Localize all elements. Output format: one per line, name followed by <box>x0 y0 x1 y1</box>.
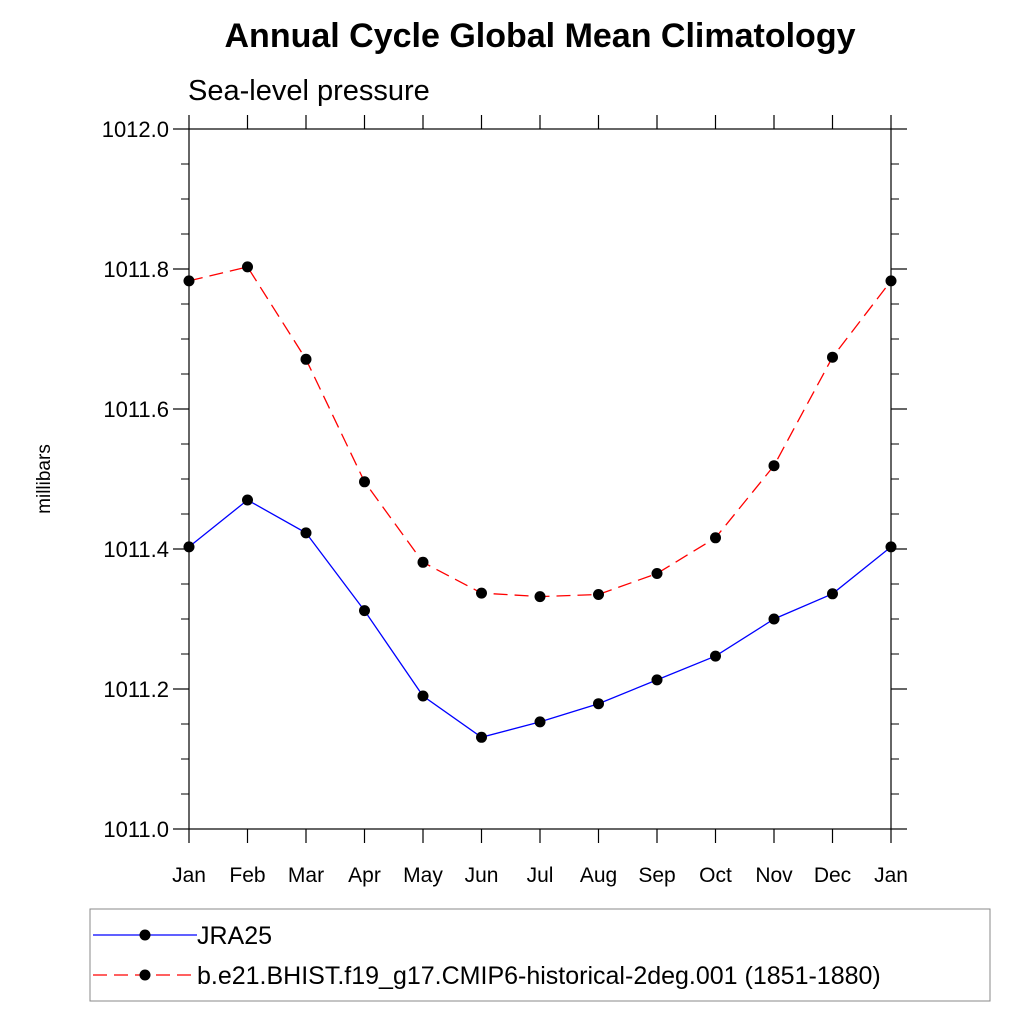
legend-label-1: JRA25 <box>197 922 272 950</box>
x-tick-label: Dec <box>814 864 851 887</box>
series-line-1 <box>188 499 892 739</box>
data-point <box>885 275 897 287</box>
data-point <box>300 353 312 365</box>
chart-title: Annual Cycle Global Mean Climatology <box>225 17 856 55</box>
data-point <box>710 532 721 544</box>
x-tick-label: Oct <box>699 864 732 887</box>
data-point <box>359 605 370 617</box>
x-tick-label: Feb <box>229 864 265 887</box>
data-point <box>651 674 663 686</box>
data-point <box>242 261 253 273</box>
data-point <box>242 494 253 506</box>
y-tick-label: 1011.0 <box>103 817 169 842</box>
legend-marker <box>139 969 151 981</box>
data-point <box>183 541 195 553</box>
legend: JRA25 b.e21.BHIST.f19_g17.CMIP6-historica… <box>89 908 991 1002</box>
data-point <box>417 690 429 702</box>
y-tick-label: 1011.6 <box>103 397 169 422</box>
x-tick-label: May <box>403 864 443 887</box>
x-tick-label: Jun <box>465 864 499 887</box>
y-tick-labels: 1011.0 1011.2 1011.4 1011.6 1011.8 1012.0 <box>102 117 169 842</box>
data-point <box>593 589 604 600</box>
series-line-2 <box>188 266 892 598</box>
legend-marker <box>139 929 151 941</box>
data-point <box>534 716 546 728</box>
x-tick-label: Jul <box>527 864 554 887</box>
axis-ticks <box>173 115 907 843</box>
x-tick-label: Sep <box>638 864 675 887</box>
legend-box <box>89 908 991 1002</box>
data-point <box>593 698 604 710</box>
x-tick-label: Aug <box>580 864 617 887</box>
data-point <box>710 650 721 662</box>
y-tick-label: 1011.2 <box>103 677 169 702</box>
data-point <box>417 556 429 568</box>
data-point <box>768 613 780 625</box>
data-point <box>476 587 487 599</box>
series-layer <box>183 261 897 743</box>
x-tick-label: Apr <box>348 864 381 887</box>
x-tick-label: Jan <box>874 864 908 887</box>
y-tick-label: 1011.8 <box>103 257 169 282</box>
data-point <box>476 731 487 743</box>
data-point <box>183 275 195 287</box>
data-point <box>534 591 546 603</box>
chart-subtitle: Sea-level pressure <box>188 75 430 107</box>
y-tick-label: 1012.0 <box>102 117 169 142</box>
x-tick-label: Nov <box>755 864 793 887</box>
data-point <box>827 588 838 600</box>
data-point <box>885 541 897 553</box>
data-point <box>827 351 838 363</box>
x-tick-label: Mar <box>288 864 324 887</box>
data-point <box>300 527 312 539</box>
x-tick-label: Jan <box>172 864 206 887</box>
x-tick-labels: Jan Feb Mar Apr May Jun Jul Aug Sep Oct Nov Dec Jan <box>172 864 908 887</box>
data-point <box>359 476 370 488</box>
y-axis-label: millibars <box>34 444 55 514</box>
data-point <box>651 568 663 579</box>
data-point <box>768 460 780 472</box>
legend-label-2: b.e21.BHIST.f19_g17.CMIP6-historical-2de… <box>197 962 881 990</box>
y-tick-label: 1011.4 <box>103 537 169 562</box>
plot-frame <box>188 128 892 830</box>
